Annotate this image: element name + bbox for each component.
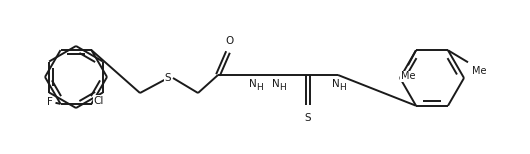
Text: N: N (332, 79, 340, 89)
Text: N: N (272, 79, 280, 89)
Text: Cl: Cl (93, 96, 104, 106)
Text: H: H (340, 83, 347, 92)
Text: H: H (257, 83, 263, 92)
Text: N: N (249, 79, 257, 89)
Text: S: S (165, 73, 171, 83)
Text: O: O (226, 36, 234, 46)
Text: S: S (305, 113, 311, 123)
Text: Me: Me (472, 66, 487, 76)
Text: Me: Me (401, 71, 415, 81)
Text: F: F (47, 97, 52, 107)
Text: H: H (280, 83, 286, 92)
